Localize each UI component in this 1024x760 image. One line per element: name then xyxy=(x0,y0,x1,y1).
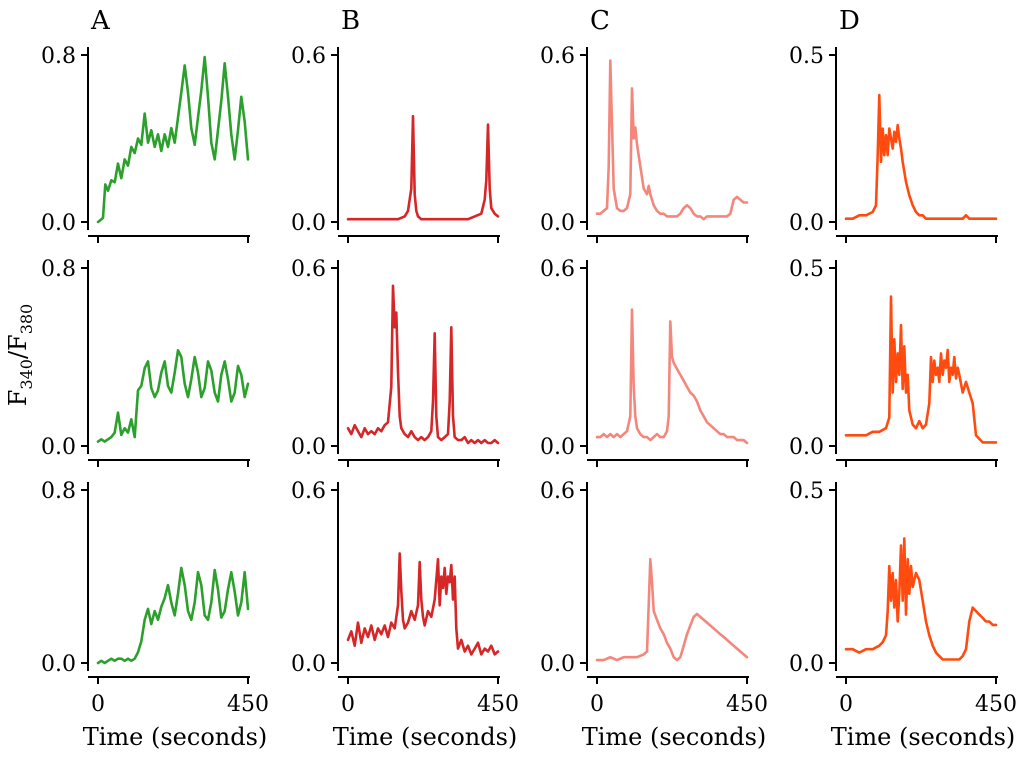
series-line xyxy=(595,59,749,221)
column-label-b: B xyxy=(341,6,360,36)
series-line xyxy=(844,93,998,220)
x-axis-title: Time (seconds) xyxy=(831,723,1016,751)
y-tick-label: 0.0 xyxy=(291,652,326,677)
panel-grid: A 0.8 0.0 0.8 0.0 0.8 0.0 0 450 Time (seconds) B 0.… xyxy=(41,6,1017,751)
y-tick-label: 0.6 xyxy=(291,479,326,504)
series-line xyxy=(346,114,500,221)
x-tick-label: 0 xyxy=(341,692,355,717)
panel-d-2: 0.5 0.0 xyxy=(789,257,998,467)
column-label-c: C xyxy=(590,6,610,36)
series-line xyxy=(844,537,998,661)
x-tick-label: 450 xyxy=(227,692,269,717)
y-tick-label: 0.8 xyxy=(41,479,76,504)
y-tick-label: 0.0 xyxy=(41,652,76,677)
series-line xyxy=(96,55,250,224)
x-tick-label: 0 xyxy=(839,692,853,717)
panel-d-1: 0.5 0.0 xyxy=(789,44,998,243)
panel-d-3: 0.5 0.0 xyxy=(789,479,998,684)
y-tick-label: 0.0 xyxy=(789,211,824,236)
x-tick-label: 0 xyxy=(91,692,105,717)
panel-c-1: 0.6 0.0 xyxy=(540,44,749,243)
panel-c-3: 0.6 0.0 xyxy=(540,479,749,684)
series-line xyxy=(595,308,749,445)
y-tick-label: 0.0 xyxy=(540,652,575,677)
x-tick-label: 450 xyxy=(726,692,768,717)
panel-c-2: 0.6 0.0 xyxy=(540,257,749,467)
y-tick-label: 0.8 xyxy=(41,44,76,69)
y-tick-label: 0.0 xyxy=(291,211,326,236)
x-tick-label: 450 xyxy=(477,692,519,717)
column-label-d: D xyxy=(839,6,860,36)
series-line xyxy=(844,295,998,444)
y-tick-label: 0.5 xyxy=(789,257,824,282)
y-tick-label: 0.6 xyxy=(540,479,575,504)
y-tick-label: 0.5 xyxy=(789,479,824,504)
panel-a-3: 0.8 0.0 xyxy=(41,479,250,684)
panel-b-2: 0.6 0.0 xyxy=(291,257,500,467)
y-tick-label: 0.0 xyxy=(291,435,326,460)
series-line xyxy=(346,284,500,445)
y-tick-label: 0.0 xyxy=(789,435,824,460)
y-tick-label: 0.0 xyxy=(540,435,575,460)
panel-a-2: 0.8 0.0 xyxy=(41,257,250,467)
y-tick-label: 0.8 xyxy=(41,257,76,282)
panel-b-3: 0.6 0.0 xyxy=(291,479,500,684)
y-tick-label: 0.0 xyxy=(540,211,575,236)
y-tick-label: 0.0 xyxy=(789,652,824,677)
series-line xyxy=(96,566,250,665)
series-line xyxy=(595,557,749,662)
x-tick-label: 450 xyxy=(975,692,1017,717)
x-axis-title: Time (seconds) xyxy=(83,723,268,751)
x-axis-title: Time (seconds) xyxy=(333,723,518,751)
y-tick-label: 0.5 xyxy=(789,44,824,69)
x-tick-label: 0 xyxy=(590,692,604,717)
y-axis-title: F340/F380 xyxy=(4,304,36,407)
y-tick-label: 0.0 xyxy=(41,435,76,460)
series-line xyxy=(346,552,500,656)
y-tick-label: 0.6 xyxy=(540,44,575,69)
column-label-a: A xyxy=(90,6,111,36)
panel-b-1: 0.6 0.0 xyxy=(291,44,500,243)
y-tick-label: 0.6 xyxy=(291,257,326,282)
x-axis-title: Time (seconds) xyxy=(582,723,767,751)
y-tick-label: 0.0 xyxy=(41,211,76,236)
y-tick-label: 0.6 xyxy=(291,44,326,69)
y-tick-label: 0.6 xyxy=(540,257,575,282)
series-line xyxy=(96,348,250,443)
panel-a-1: 0.8 0.0 xyxy=(41,44,250,243)
